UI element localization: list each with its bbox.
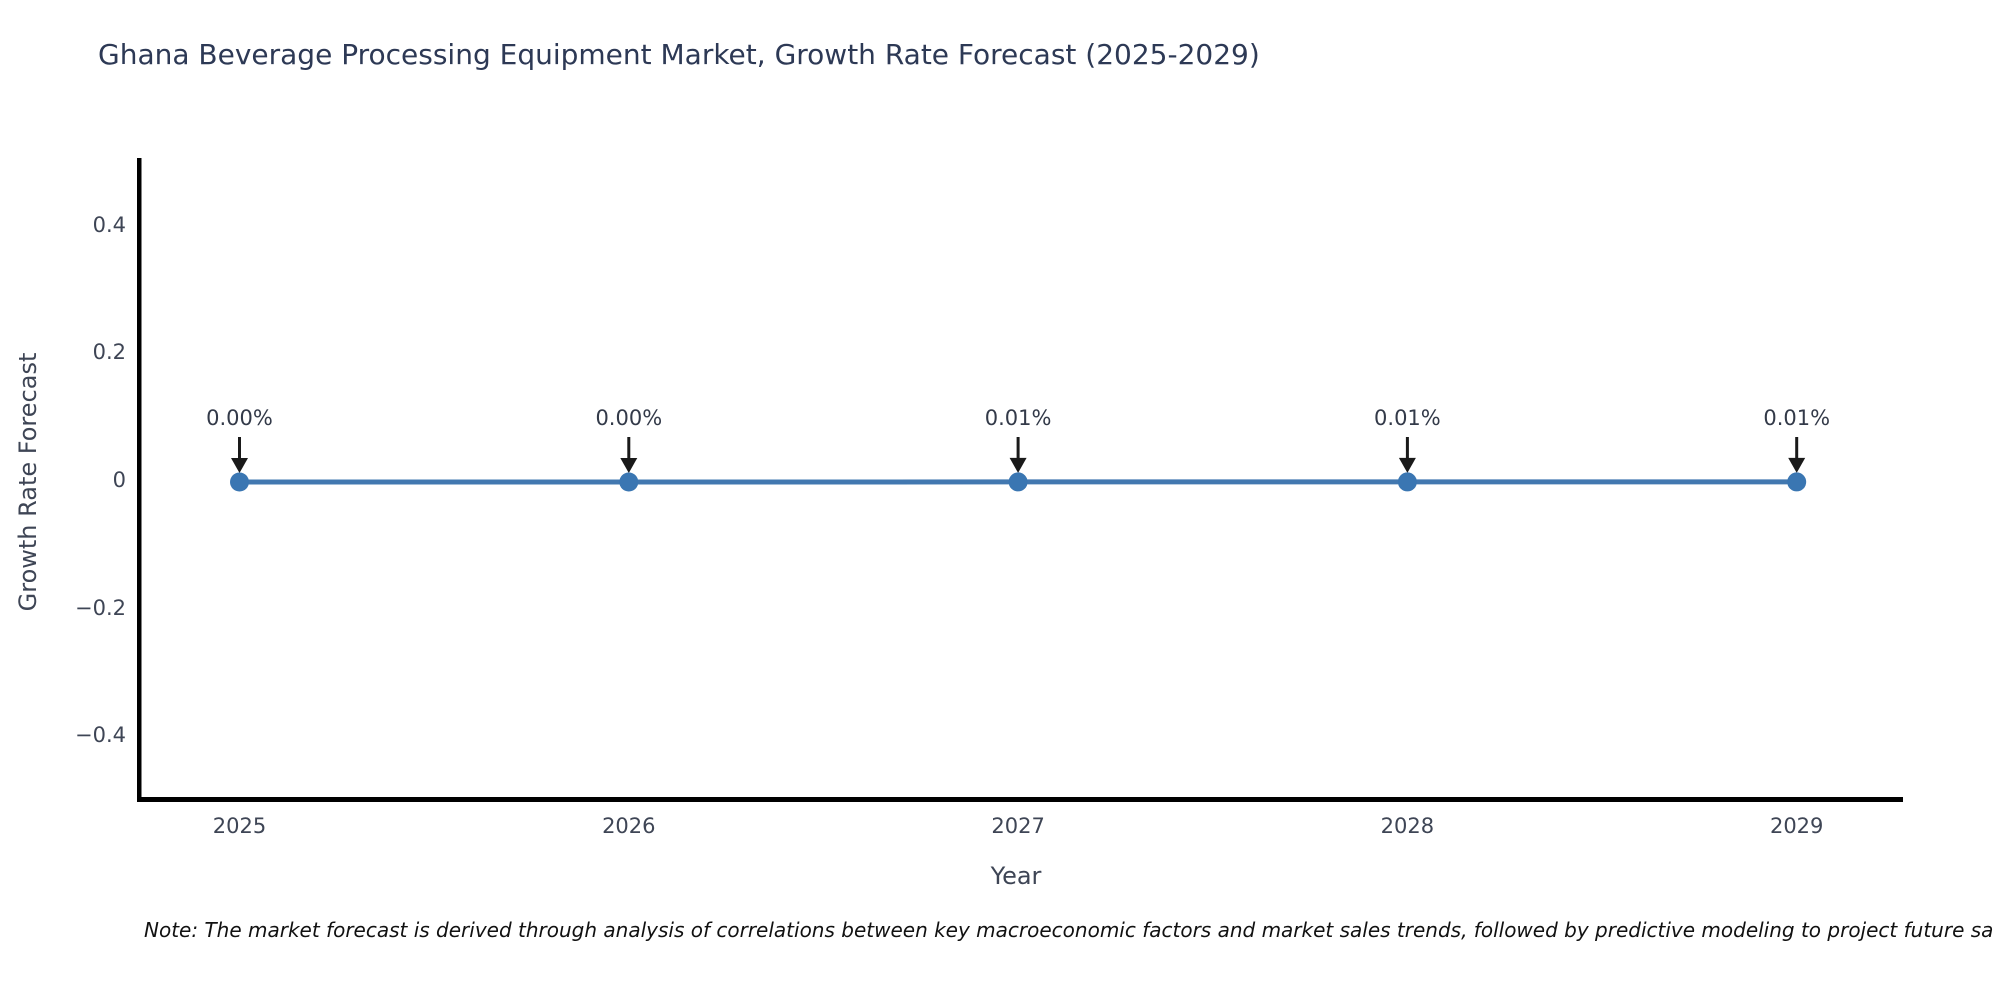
x-tick-label: 2026 bbox=[602, 814, 656, 838]
data-point-value-label: 0.01% bbox=[1374, 406, 1441, 430]
x-axis-spine bbox=[137, 797, 1903, 802]
x-axis-label: Year bbox=[990, 862, 1042, 890]
footnote: Note: The market forecast is derived thr… bbox=[144, 918, 1994, 942]
data-point-marker bbox=[230, 472, 249, 492]
data-point-value-label: 0.01% bbox=[984, 406, 1052, 430]
data-point-marker bbox=[1397, 472, 1417, 492]
y-tick-label: 0 bbox=[112, 468, 126, 492]
series-layer bbox=[230, 437, 1807, 492]
annotation-arrow-head bbox=[1398, 457, 1416, 473]
data-point-marker bbox=[619, 472, 639, 492]
data-point-value-label: 0.00% bbox=[206, 406, 273, 430]
x-tick-label: 2028 bbox=[1380, 814, 1435, 838]
data-point-value-label: 0.00% bbox=[595, 406, 663, 430]
y-axis-spine bbox=[137, 158, 142, 802]
y-tick-label: 0.4 bbox=[92, 212, 126, 237]
annotation-arrow-head bbox=[1009, 457, 1027, 473]
annotation-arrow-head bbox=[620, 458, 638, 473]
y-tick-label: −0.4 bbox=[75, 723, 126, 748]
annotation-arrow-head bbox=[231, 458, 248, 473]
data-point-marker bbox=[1008, 472, 1028, 492]
data-point-marker bbox=[1787, 472, 1807, 492]
x-tick-label: 2025 bbox=[212, 814, 267, 838]
data-point-value-label: 0.01% bbox=[1763, 406, 1831, 430]
x-tick-label: 2027 bbox=[991, 814, 1045, 838]
chart-title: Ghana Beverage Processing Equipment Mark… bbox=[98, 38, 1260, 71]
x-tick-label: 2029 bbox=[1769, 814, 1824, 838]
y-tick-label: −0.2 bbox=[75, 595, 126, 620]
annotation-arrow-head bbox=[1788, 457, 1806, 473]
y-tick-label: 0.2 bbox=[92, 340, 126, 365]
